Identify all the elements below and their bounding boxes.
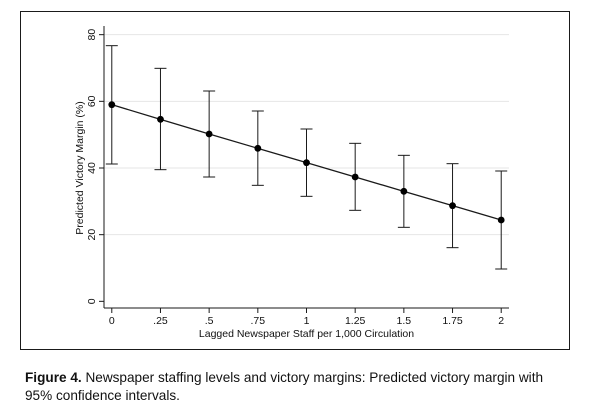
y-tick-label-20: 20 bbox=[86, 229, 98, 241]
data-point-8 bbox=[497, 216, 505, 224]
x-tick-label-4: 1 bbox=[304, 315, 310, 327]
y-axis-title: Predicted Victory Margin (%) bbox=[74, 101, 86, 234]
x-tick-label-5: 1.25 bbox=[345, 315, 366, 327]
figure-caption: Figure 4. Newspaper staffing levels and … bbox=[25, 369, 570, 405]
data-point-1 bbox=[157, 115, 164, 123]
data-point-3 bbox=[254, 144, 262, 152]
data-point-5 bbox=[351, 173, 359, 181]
x-tick-label-2: .5 bbox=[205, 315, 214, 327]
x-tick-label-0: 0 bbox=[109, 315, 115, 327]
y-tick-label-0: 0 bbox=[86, 298, 98, 304]
data-point-7 bbox=[449, 202, 456, 210]
data-point-0 bbox=[108, 101, 116, 109]
figure-label: Figure 4. bbox=[25, 370, 82, 385]
x-axis-title: Lagged Newspaper Staff per 1,000 Circula… bbox=[199, 328, 414, 340]
x-tick-label-3: .75 bbox=[251, 315, 266, 327]
data-point-2 bbox=[205, 130, 213, 138]
y-tick-label-40: 40 bbox=[86, 162, 98, 174]
figure-caption-text: Newspaper staffing levels and victory ma… bbox=[25, 370, 544, 403]
y-tick-label-60: 60 bbox=[86, 95, 98, 107]
plot-series bbox=[105, 45, 508, 270]
chart: 0 20 40 60 80 0 .25 .5 .75 1 1.25 1.5 1.75 2 Lagged N… bbox=[74, 26, 509, 340]
x-tick-label-7: 1.75 bbox=[442, 315, 463, 327]
axis-labels: Lagged Newspaper Staff per 1,000 Circula… bbox=[74, 101, 414, 340]
grid-lines bbox=[104, 34, 509, 236]
data-point-4 bbox=[303, 159, 310, 167]
figure-frame: 0 20 40 60 80 0 .25 .5 .75 1 1.25 1.5 1.75 2 Lagged N… bbox=[20, 11, 570, 350]
axes: 0 20 40 60 80 0 .25 .5 .75 1 1.25 1.5 1.75 2 bbox=[86, 26, 509, 327]
x-tick-label-1: .25 bbox=[153, 315, 168, 327]
x-tick-label-6: 1.5 bbox=[397, 315, 412, 327]
y-tick-label-80: 80 bbox=[86, 29, 98, 41]
x-tick-label-8: 2 bbox=[498, 315, 504, 327]
data-point-6 bbox=[400, 187, 408, 195]
